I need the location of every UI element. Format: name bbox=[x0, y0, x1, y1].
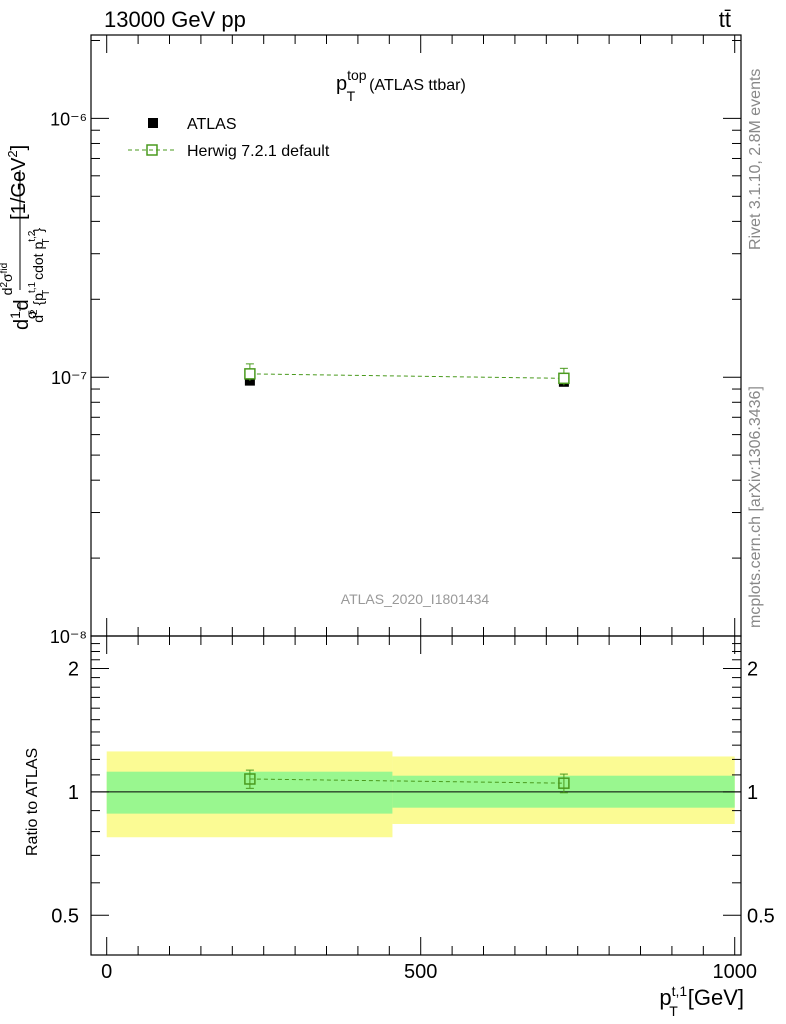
ratio-herwig-point bbox=[558, 777, 570, 789]
legend-atlas-label: ATLAS bbox=[187, 116, 237, 133]
ratio-y-tick-label-right: 1 bbox=[747, 782, 758, 804]
legend-atlas-marker bbox=[148, 118, 158, 128]
rivet-label: Rivet 3.1.10, 2.8M events bbox=[747, 69, 764, 250]
mcplots-label: mcplots.cern.ch [arXiv:1306.3436] bbox=[747, 386, 764, 628]
main-y-tick-label: 10⁻⁷ bbox=[51, 368, 87, 388]
legend: ATLAS Herwig 7.2.1 default bbox=[128, 116, 330, 160]
svg-text:d1σdd2σfidd2 {pt,1T cdot pt,2T: d1σdd2σfidd2 {pt,1 T cdot pt,2 T}[1/GeV2] bbox=[0, 145, 52, 330]
ratio-y-tick-label: 0.5 bbox=[51, 905, 79, 927]
ratio-y-tick-label: 2 bbox=[68, 658, 79, 680]
data-marks bbox=[244, 363, 570, 794]
main-y-tick-label: 10⁻⁶ bbox=[50, 109, 87, 129]
analysis-watermark: ATLAS_2020_I1801434 bbox=[341, 591, 490, 607]
header-right: tt̄ bbox=[719, 7, 731, 32]
main-title: ptop T(ATLAS ttbar) bbox=[336, 67, 466, 104]
ratio-herwig-line bbox=[249, 778, 564, 784]
main-y-tick-label: 10⁻⁸ bbox=[50, 627, 87, 647]
x-tick-label: 500 bbox=[404, 961, 437, 983]
ratio-frame bbox=[90, 635, 742, 956]
axes: 10⁻⁸ 10⁻⁷ 10⁻⁶ 0.5 0.5 1 1 2 2 0 500 1000 bbox=[50, 34, 775, 983]
ratio-y-tick-label-right: 2 bbox=[747, 658, 758, 680]
main-y-label: d1σdd2σfidd2 {pt,1 T cdot pt,2 T}[1/GeV2] bbox=[0, 145, 52, 330]
herwig-line bbox=[249, 373, 564, 379]
ratio-bands bbox=[106, 751, 735, 838]
ratio-y-label: Ratio to ATLAS bbox=[24, 748, 41, 856]
herwig-point bbox=[244, 368, 256, 380]
legend-herwig-marker bbox=[146, 144, 158, 156]
legend-herwig-label: Herwig 7.2.1 default bbox=[187, 143, 330, 160]
x-axis-label: pt,1 T[GeV] bbox=[659, 983, 744, 1019]
ratio-herwig-point bbox=[244, 773, 256, 785]
x-tick-label: 0 bbox=[101, 961, 112, 983]
ratio-y-tick-label: 1 bbox=[68, 782, 79, 804]
herwig-point bbox=[558, 372, 570, 385]
header-left: 13000 GeV pp bbox=[104, 7, 246, 32]
ratio-y-tick-label-right: 0.5 bbox=[747, 905, 775, 927]
x-tick-label: 1000 bbox=[712, 961, 757, 983]
